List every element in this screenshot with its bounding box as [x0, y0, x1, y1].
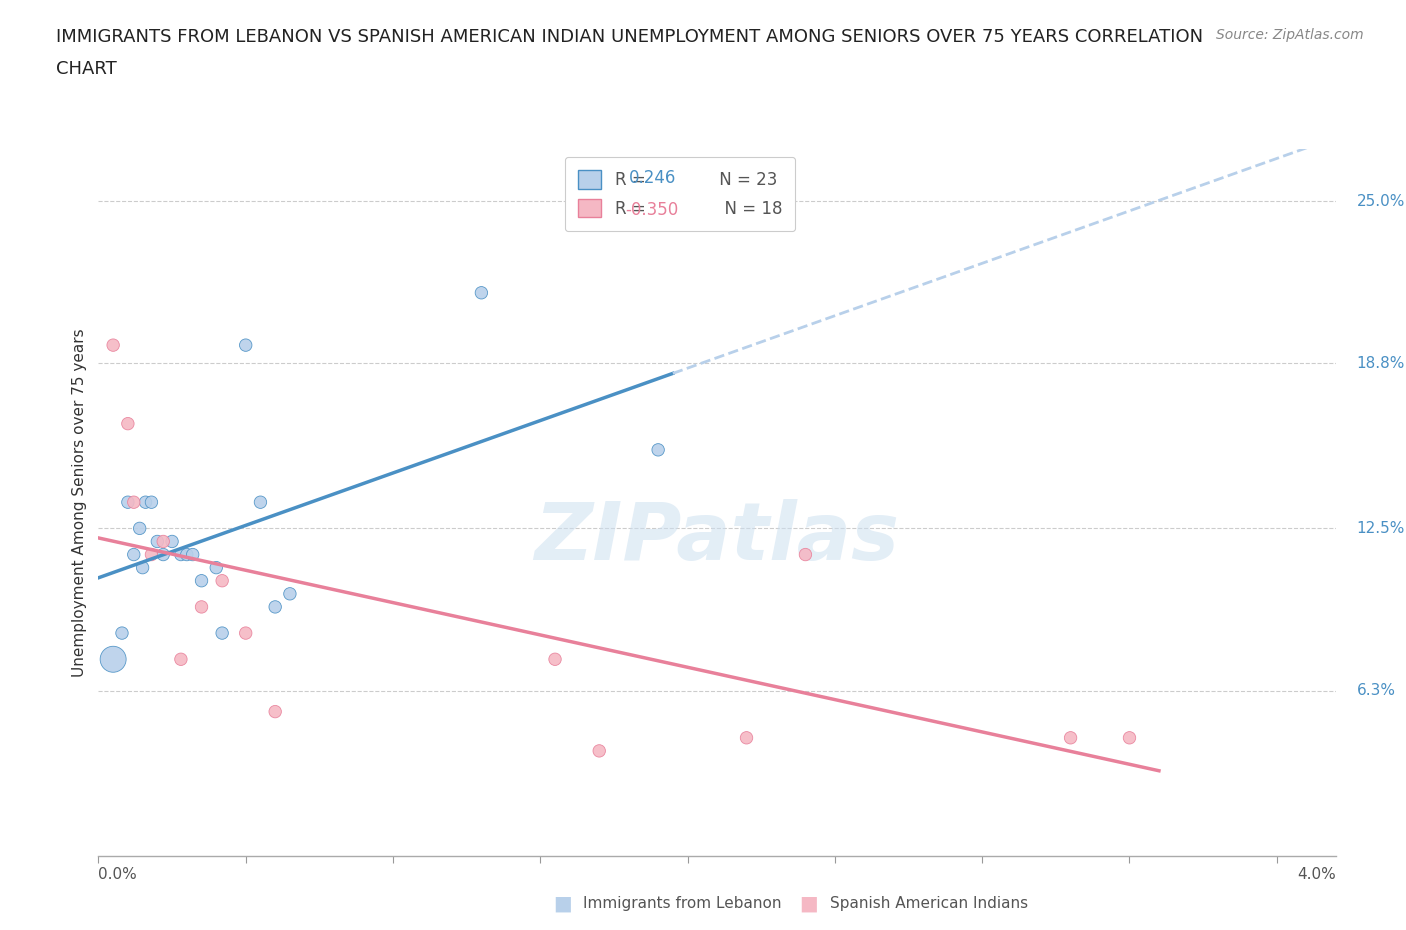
Point	[122, 547, 145, 562]
Point	[1059, 730, 1081, 745]
Point	[211, 626, 233, 641]
Point	[152, 547, 174, 562]
Point	[249, 495, 271, 510]
Point	[141, 495, 163, 510]
Point	[170, 652, 193, 667]
Point	[264, 600, 287, 615]
Point	[141, 547, 163, 562]
Text: ▪: ▪	[553, 889, 572, 919]
Text: ZIPatlas: ZIPatlas	[534, 498, 900, 577]
Text: Immigrants from Lebanon: Immigrants from Lebanon	[583, 897, 782, 911]
Point	[146, 534, 169, 549]
Point	[117, 417, 139, 432]
Text: 0.0%: 0.0%	[98, 867, 138, 882]
Point	[128, 521, 150, 536]
Point	[235, 338, 257, 352]
Point	[170, 547, 193, 562]
Text: -0.350: -0.350	[626, 202, 679, 219]
Text: 25.0%: 25.0%	[1357, 193, 1405, 208]
Point	[101, 338, 124, 352]
Point	[111, 626, 134, 641]
Point	[264, 704, 287, 719]
Point	[160, 534, 183, 549]
Text: 18.8%: 18.8%	[1357, 356, 1405, 371]
Point	[152, 534, 174, 549]
Text: Source: ZipAtlas.com: Source: ZipAtlas.com	[1216, 28, 1364, 42]
Text: 6.3%: 6.3%	[1357, 684, 1396, 698]
Point	[101, 652, 124, 667]
Point	[1118, 730, 1140, 745]
Point	[135, 495, 157, 510]
Point	[211, 573, 233, 588]
Point	[181, 547, 204, 562]
Point	[470, 286, 492, 300]
Text: 4.0%: 4.0%	[1296, 867, 1336, 882]
Point	[588, 743, 610, 758]
Point	[122, 495, 145, 510]
Point	[190, 573, 212, 588]
Text: IMMIGRANTS FROM LEBANON VS SPANISH AMERICAN INDIAN UNEMPLOYMENT AMONG SENIORS OV: IMMIGRANTS FROM LEBANON VS SPANISH AMERI…	[56, 28, 1204, 46]
Point	[190, 600, 212, 615]
Y-axis label: Unemployment Among Seniors over 75 years: Unemployment Among Seniors over 75 years	[72, 328, 87, 676]
Point	[117, 495, 139, 510]
Text: 12.5%: 12.5%	[1357, 521, 1405, 536]
Text: ▪: ▪	[799, 889, 818, 919]
Legend: R =              N = 23, R =               N = 18: R = N = 23, R = N = 18	[565, 157, 796, 232]
Point	[278, 587, 301, 602]
Point	[235, 626, 257, 641]
Point	[131, 560, 153, 575]
Point	[735, 730, 758, 745]
Point	[176, 547, 198, 562]
Point	[647, 443, 669, 458]
Point	[205, 560, 228, 575]
Text: CHART: CHART	[56, 60, 117, 78]
Text: 0.246: 0.246	[628, 169, 676, 187]
Point	[544, 652, 567, 667]
Point	[794, 547, 817, 562]
Text: Spanish American Indians: Spanish American Indians	[830, 897, 1028, 911]
